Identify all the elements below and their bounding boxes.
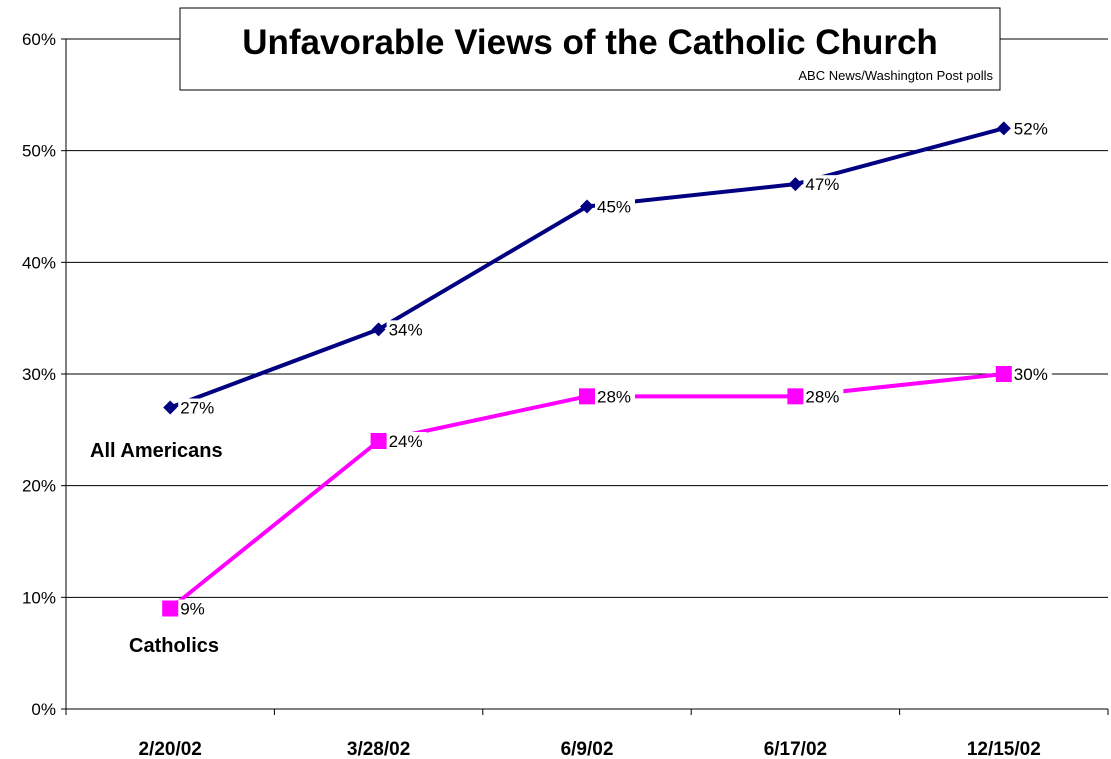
series-1: 9% 24% 28% 28% 30% [162, 365, 1052, 620]
y-tick-label: 0% [31, 700, 56, 719]
series-line [168, 372, 1005, 611]
axes [65, 39, 1108, 710]
x-tick-label: 2/20/02 [138, 739, 201, 759]
series-label-all-americans: All Americans [90, 440, 223, 462]
data-label: 52% [1014, 119, 1048, 138]
data-point-marker [580, 199, 594, 214]
series-0: 27% 34% 45% 47% 52% [163, 119, 1052, 419]
x-tick-labels: 2/20/02 3/28/02 6/9/02 6/17/02 12/15/02 [138, 739, 1040, 759]
data-label-background [178, 599, 219, 620]
y-tick-label: 50% [22, 142, 56, 161]
data-point-marker [995, 366, 1012, 382]
series-line [169, 126, 1005, 410]
series-label-catholics: Catholics [129, 635, 219, 657]
data-point-marker [788, 177, 803, 192]
data-point-marker [579, 388, 595, 405]
y-tick-label: 10% [22, 588, 56, 607]
y-tick-label: 20% [22, 477, 56, 496]
x-tick-label: 6/17/02 [764, 739, 827, 759]
data-label: 24% [389, 432, 423, 451]
data-point-marker [162, 600, 179, 617]
data-point-marker [371, 322, 386, 337]
data-label: 28% [805, 387, 839, 406]
chart-title: Unfavorable Views of the Catholic Church [242, 23, 938, 62]
data-point-marker [996, 121, 1011, 136]
series-label-all-americans-group: All Americans [90, 440, 223, 462]
data-label-background [803, 387, 844, 408]
x-tick-label: 6/9/02 [561, 739, 614, 759]
data-label-background [386, 320, 427, 341]
title-box: Unfavorable Views of the Catholic Church… [179, 7, 1001, 91]
data-point-marker [163, 400, 178, 415]
data-label-background [595, 387, 635, 408]
data-label: 45% [597, 198, 631, 217]
data-label-background [803, 175, 844, 196]
series: 27% 34% 45% 47% 52% 9% 24% 28% 28% 30% [162, 119, 1052, 620]
x-tick-label: 3/28/02 [347, 739, 410, 759]
y-tick-label: 60% [22, 30, 56, 49]
data-label-background [386, 432, 427, 452]
data-label-background [1011, 365, 1052, 385]
x-tick-label: 12/15/02 [967, 739, 1041, 759]
data-label: 27% [180, 399, 214, 418]
y-tick-labels: 0% 10% 20% 30% 40% 50% 60% [22, 30, 56, 719]
data-label-background [595, 197, 635, 218]
data-label-background [178, 398, 219, 419]
data-label: 47% [805, 175, 839, 194]
data-label: 30% [1014, 365, 1048, 384]
data-label: 28% [597, 387, 631, 406]
data-label: 34% [389, 320, 423, 339]
data-label: 9% [180, 600, 205, 619]
y-tick-label: 30% [22, 365, 56, 384]
title-box-frame [179, 7, 1001, 91]
data-point-marker [787, 388, 804, 405]
data-label-background [1011, 119, 1052, 140]
series-label-catholics-group: Catholics [129, 635, 219, 657]
y-tick-label: 40% [22, 253, 56, 272]
data-point-marker [370, 433, 387, 449]
chart-subtitle: ABC News/Washington Post polls [798, 68, 993, 83]
